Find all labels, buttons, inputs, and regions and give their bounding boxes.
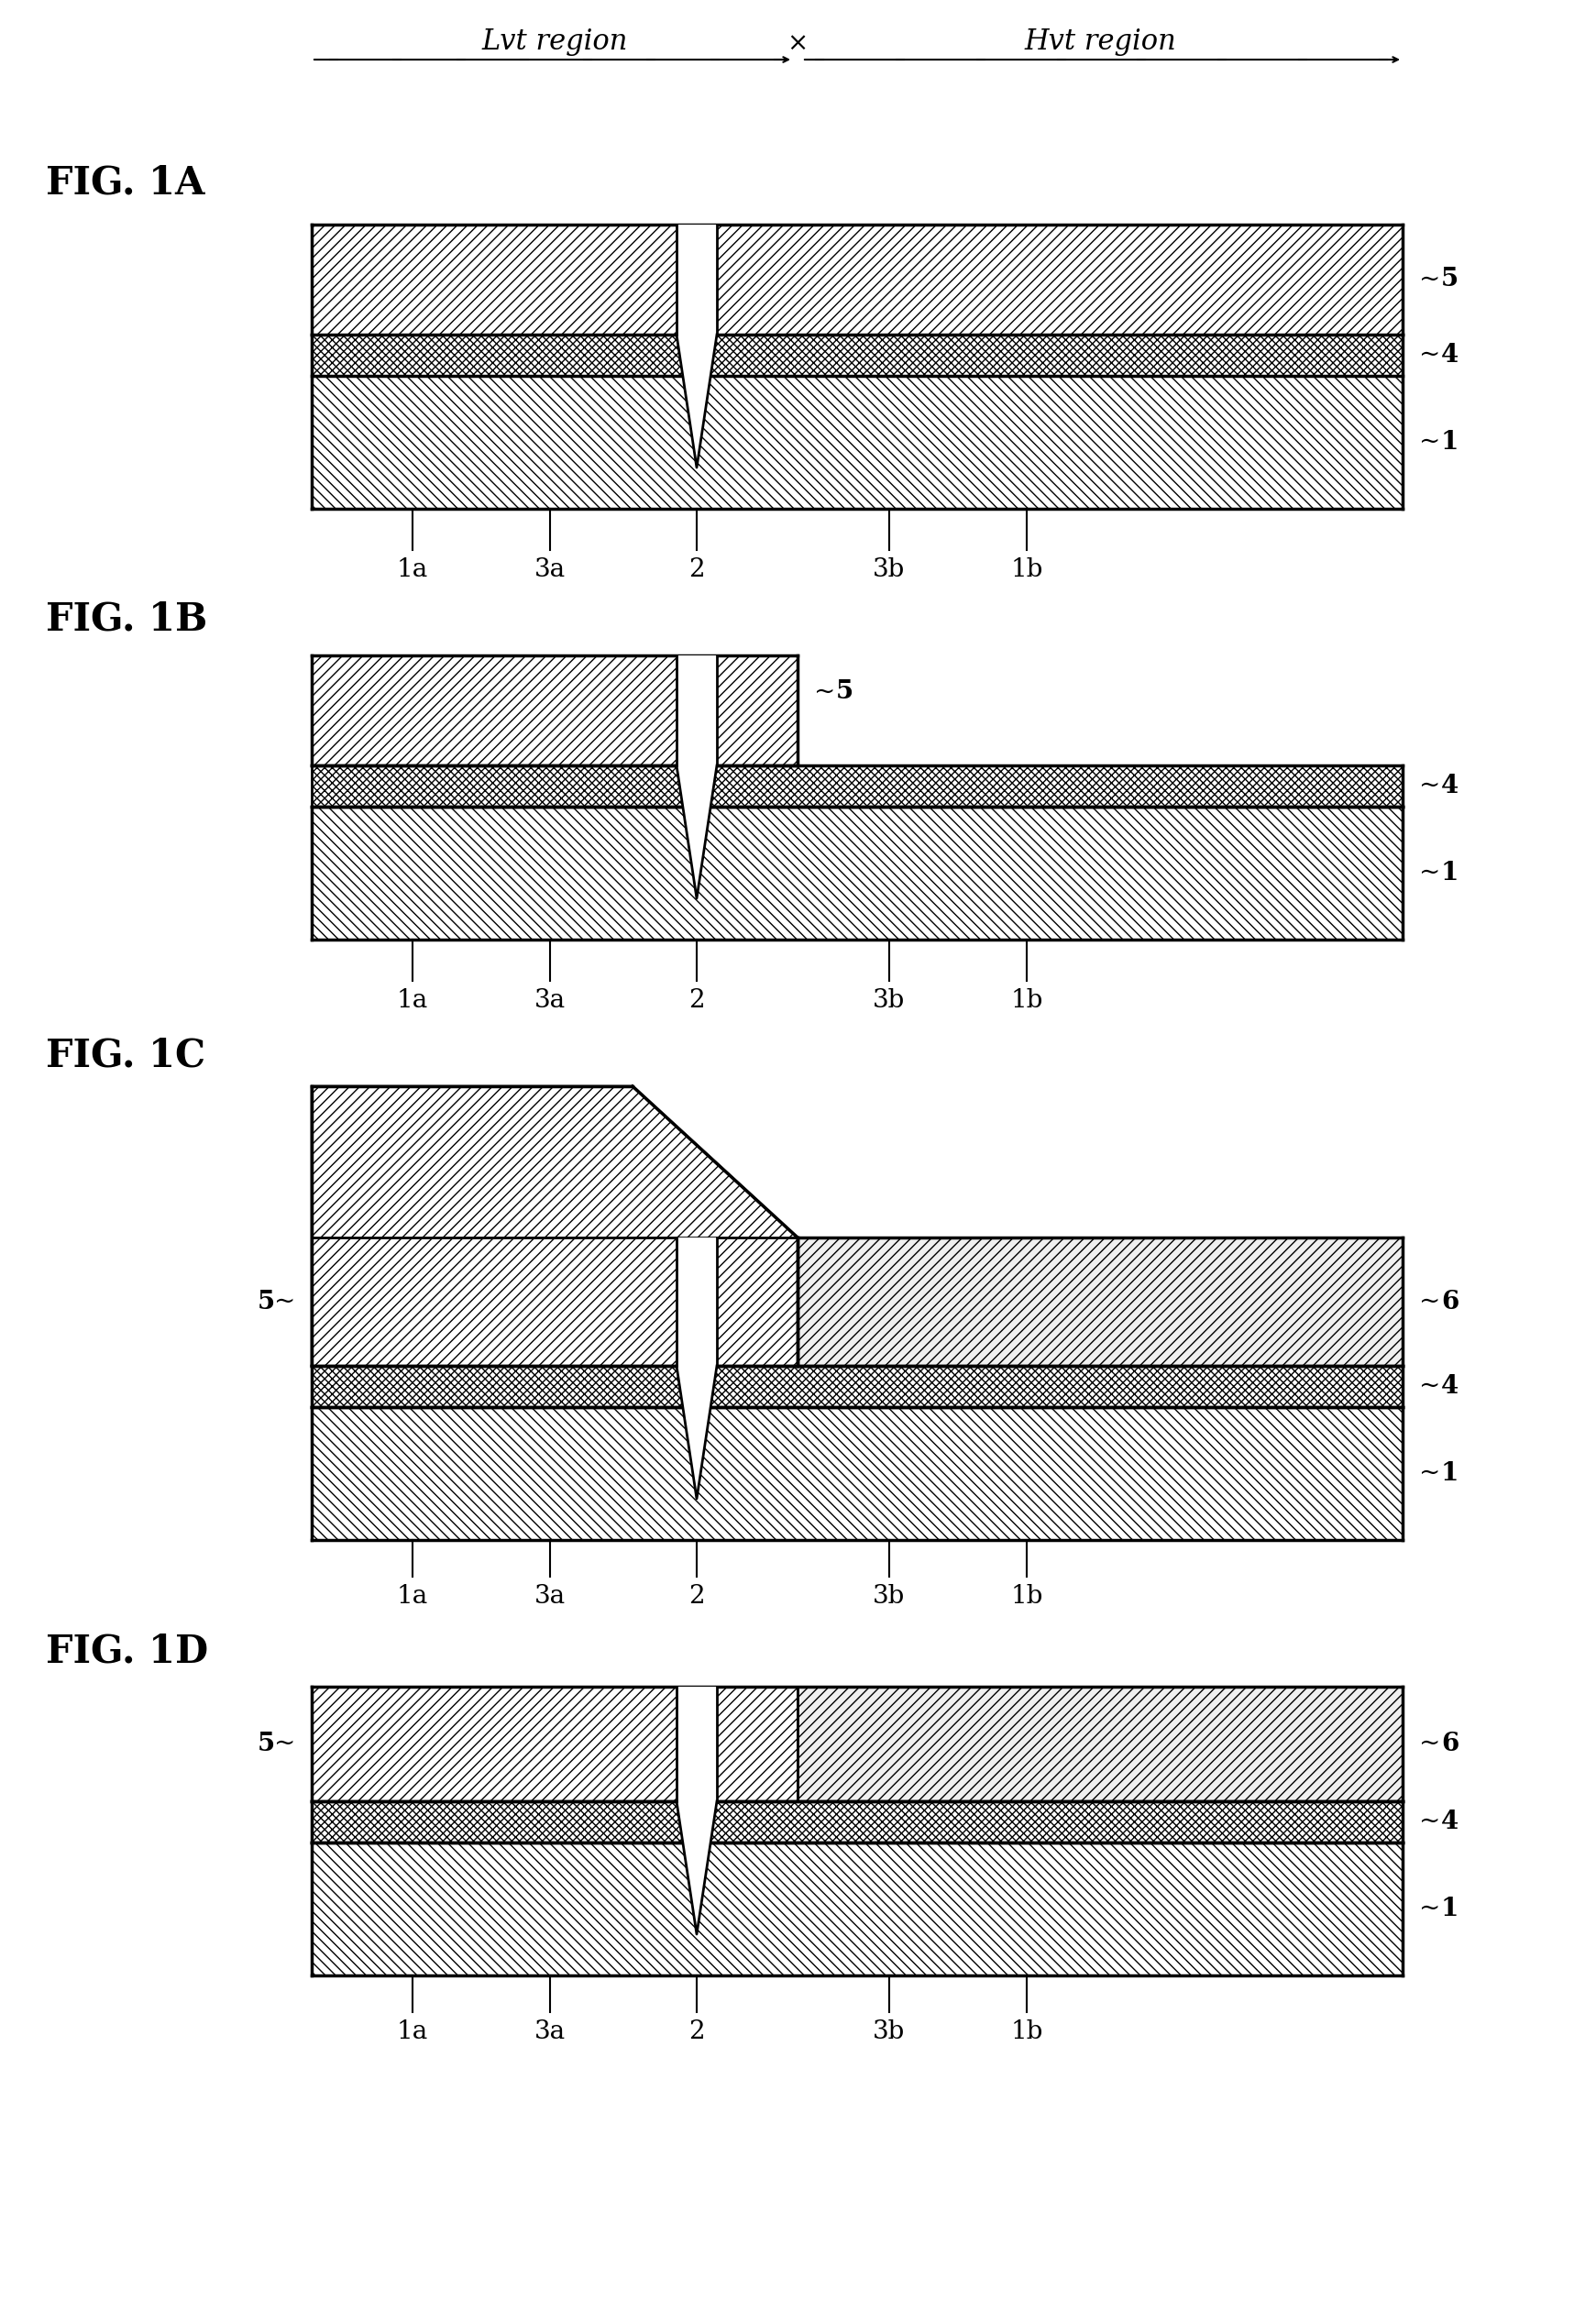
Text: 1a: 1a: [397, 2019, 428, 2044]
Text: 5: 5: [257, 1290, 275, 1315]
Text: 3b: 3b: [873, 2019, 905, 2044]
Polygon shape: [677, 1800, 717, 1933]
Bar: [311, 1366, 1403, 1407]
Text: 4: 4: [1441, 343, 1459, 368]
Text: 1a: 1a: [397, 556, 428, 582]
Text: FIG. 1C: FIG. 1C: [46, 1037, 206, 1074]
Text: 4: 4: [1441, 1375, 1459, 1398]
Text: 4: 4: [1441, 1809, 1459, 1835]
Text: ~: ~: [1419, 1375, 1441, 1398]
Polygon shape: [677, 336, 717, 467]
Text: 1a: 1a: [397, 1584, 428, 1609]
Text: 2: 2: [688, 2019, 705, 2044]
Text: ~: ~: [814, 681, 835, 703]
Bar: [677, 1687, 717, 1800]
Text: ~: ~: [1419, 1462, 1441, 1485]
Text: ~: ~: [275, 1731, 295, 1756]
Text: ~: ~: [1419, 860, 1441, 885]
Text: 4: 4: [1441, 775, 1459, 798]
Text: ~: ~: [275, 1290, 295, 1315]
Text: 2: 2: [688, 989, 705, 1014]
Text: 1: 1: [1441, 1897, 1459, 1922]
Text: FIG. 1D: FIG. 1D: [46, 1632, 207, 1669]
Text: ~: ~: [1419, 1731, 1441, 1756]
Text: Lvt region: Lvt region: [482, 28, 627, 55]
Bar: [311, 1407, 1403, 1540]
Text: ~: ~: [1419, 1897, 1441, 1922]
Text: 1b: 1b: [1010, 989, 1042, 1014]
Bar: [677, 655, 717, 766]
Text: ×: ×: [787, 32, 808, 55]
Bar: [798, 1687, 1403, 1800]
Bar: [311, 1800, 1403, 1841]
Text: 1: 1: [1441, 1462, 1459, 1485]
Bar: [798, 1237, 1403, 1366]
Bar: [677, 1237, 717, 1366]
Text: 3a: 3a: [535, 2019, 565, 2044]
Text: ~: ~: [1419, 1290, 1441, 1315]
Text: 1a: 1a: [397, 989, 428, 1014]
Polygon shape: [311, 1085, 798, 1366]
Text: ~: ~: [1419, 430, 1441, 455]
Bar: [311, 1841, 1403, 1975]
Bar: [311, 655, 798, 766]
Bar: [311, 766, 1403, 807]
Polygon shape: [677, 1366, 717, 1499]
Text: 2: 2: [688, 556, 705, 582]
Text: 1: 1: [1441, 430, 1459, 455]
Text: ~: ~: [1419, 267, 1441, 292]
Text: 6: 6: [1441, 1731, 1459, 1756]
Text: 2: 2: [688, 1584, 705, 1609]
Bar: [311, 336, 1403, 375]
Text: 1b: 1b: [1010, 1584, 1042, 1609]
Polygon shape: [677, 766, 717, 899]
Text: 6: 6: [1441, 1290, 1459, 1315]
Bar: [677, 225, 717, 336]
Text: 3a: 3a: [535, 989, 565, 1014]
Text: FIG. 1B: FIG. 1B: [46, 600, 207, 639]
Text: 3b: 3b: [873, 1584, 905, 1609]
Text: Hvt region: Hvt region: [1025, 28, 1176, 55]
Text: 5: 5: [836, 681, 854, 703]
Bar: [311, 375, 1403, 508]
Text: 1b: 1b: [1010, 556, 1042, 582]
Text: 3a: 3a: [535, 556, 565, 582]
Text: 5: 5: [257, 1731, 275, 1756]
Text: 1b: 1b: [1010, 2019, 1042, 2044]
Text: ~: ~: [1419, 775, 1441, 798]
Text: 5: 5: [1441, 267, 1459, 292]
Bar: [311, 225, 1403, 336]
Bar: [311, 1237, 798, 1366]
Text: ~: ~: [1419, 1809, 1441, 1835]
Text: ~: ~: [1419, 343, 1441, 368]
Text: 1: 1: [1441, 860, 1459, 885]
Text: 3b: 3b: [873, 989, 905, 1014]
Text: 3a: 3a: [535, 1584, 565, 1609]
Text: FIG. 1A: FIG. 1A: [46, 163, 204, 202]
Text: 3b: 3b: [873, 556, 905, 582]
Bar: [311, 807, 1403, 940]
Bar: [311, 1687, 798, 1800]
